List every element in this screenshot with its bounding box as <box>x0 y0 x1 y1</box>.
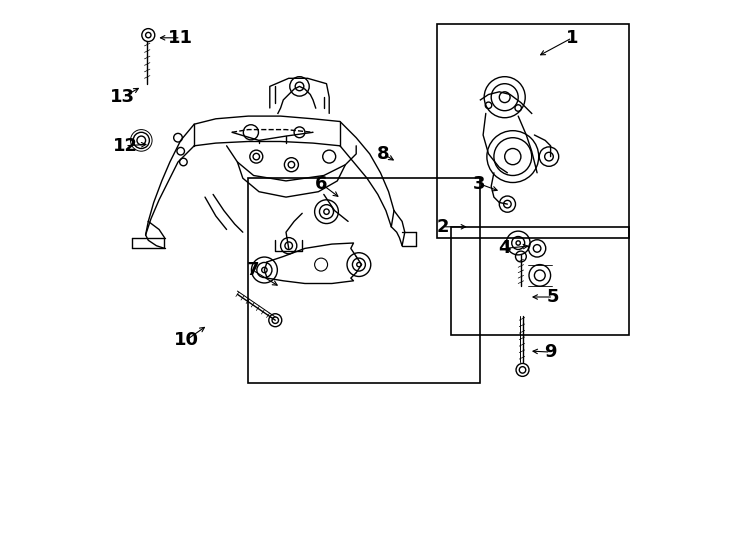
Text: 4: 4 <box>498 239 511 258</box>
Bar <box>437 24 629 238</box>
Text: 13: 13 <box>110 88 135 106</box>
Text: 11: 11 <box>168 29 193 47</box>
Text: 12: 12 <box>112 137 137 155</box>
Text: 3: 3 <box>473 174 485 193</box>
Text: 10: 10 <box>174 331 199 349</box>
Text: 8: 8 <box>377 145 390 163</box>
Text: 6: 6 <box>315 174 327 193</box>
Text: 7: 7 <box>247 261 259 279</box>
Bar <box>451 227 629 335</box>
Text: 5: 5 <box>547 288 559 306</box>
Text: 2: 2 <box>436 218 449 236</box>
Bar <box>248 178 480 383</box>
Text: 9: 9 <box>545 343 557 361</box>
Text: 1: 1 <box>566 29 578 47</box>
